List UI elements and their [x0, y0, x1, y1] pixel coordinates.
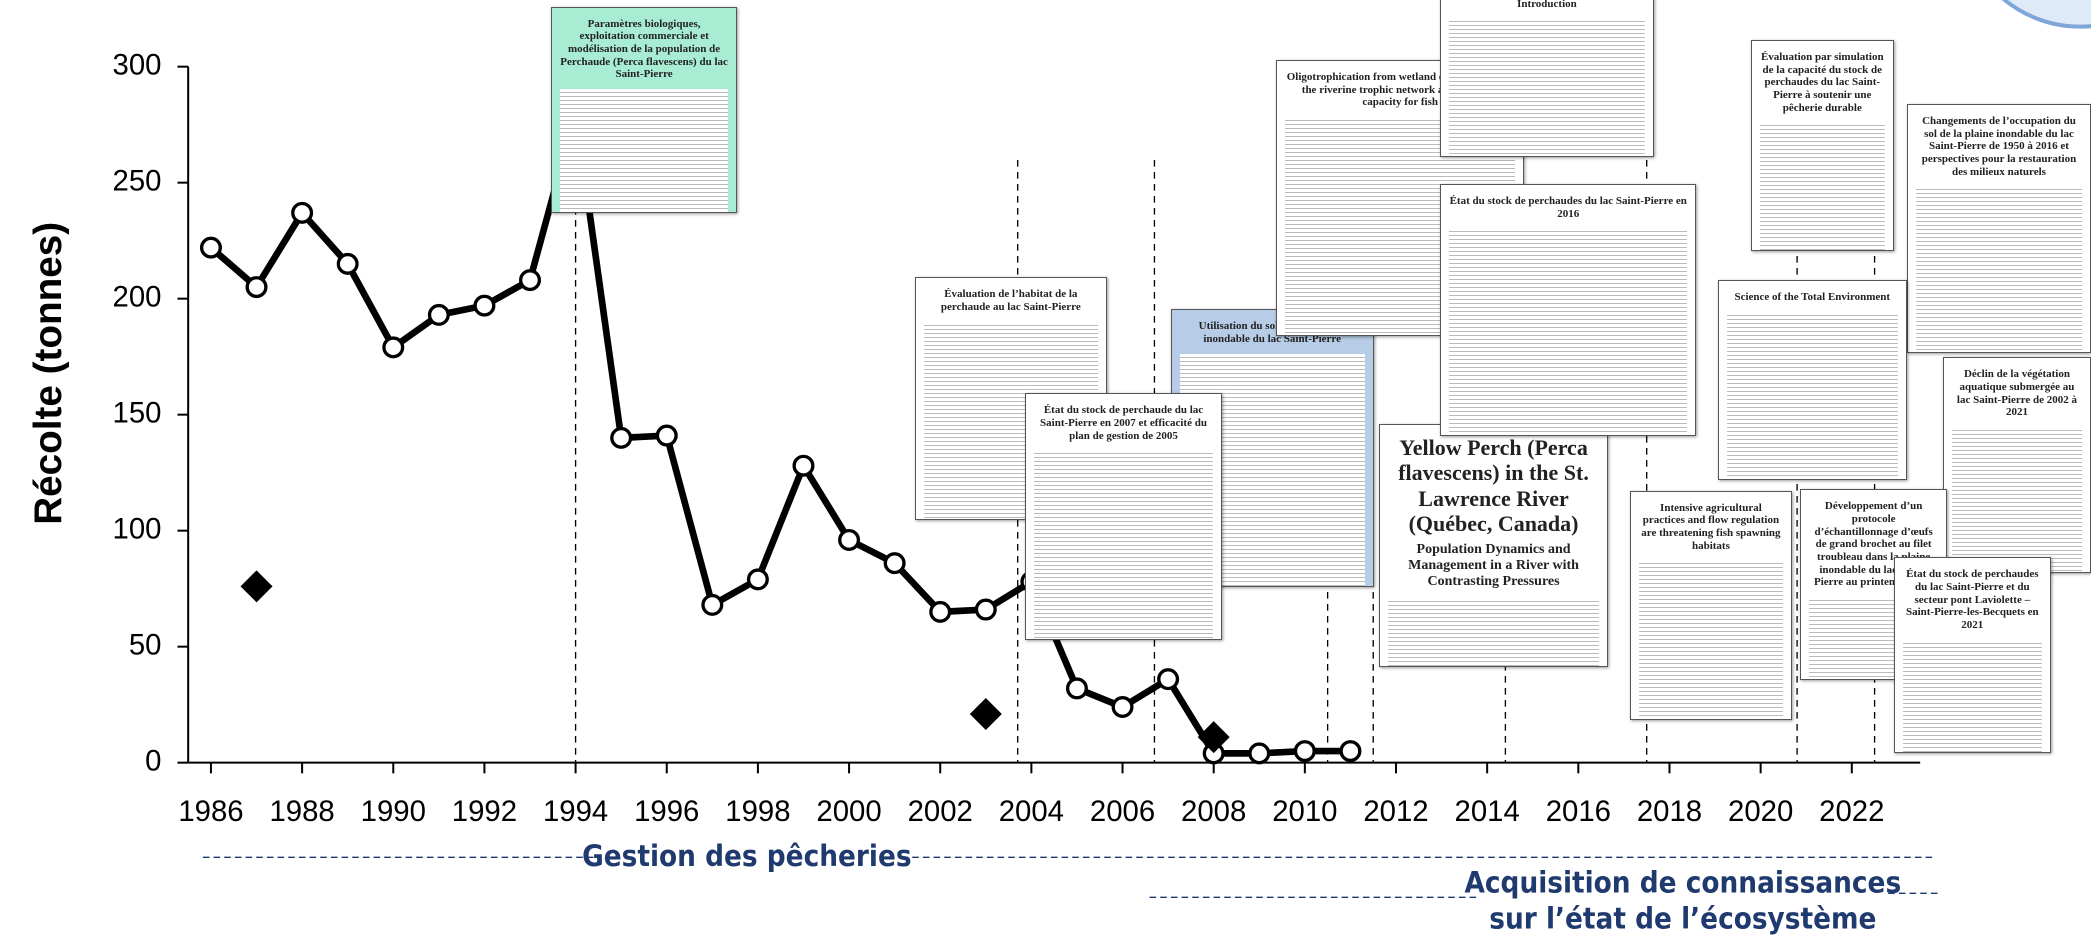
document-text-lines: [1639, 560, 1784, 720]
point: [1341, 742, 1360, 761]
document-thumbnail: Changements de l’occupation du sol de la…: [1907, 104, 2091, 353]
y-tick-label: 0: [145, 744, 161, 777]
document-thumbnail: Yellow Perch (Perca flavescens) in the S…: [1379, 424, 1608, 667]
x-tick-label: 1992: [452, 795, 517, 828]
document-text-lines: [1727, 312, 1898, 480]
page: Récolte (tonnes) Gestion des pêcheries A…: [0, 0, 2091, 942]
document-title: État du stock de perchaude du lac Saint-…: [1034, 404, 1212, 442]
document-title: Évaluation de l’habitat de la perchaude …: [924, 288, 1098, 313]
point: [293, 203, 312, 222]
document-title: État du stock de perchaudes du lac Saint…: [1449, 195, 1687, 220]
point: [384, 338, 403, 357]
x-tick-label: 2000: [816, 795, 881, 828]
y-tick-label: 250: [113, 164, 162, 197]
x-tick-label: 2008: [1181, 795, 1246, 828]
x-tick-label: 2004: [999, 795, 1064, 828]
annotation: Gestion des pêcheries: [582, 839, 911, 873]
document-thumbnail: État du stock de perchaudes du lac Saint…: [1894, 557, 2051, 753]
document-text-lines: [1449, 228, 1687, 436]
point: [976, 600, 995, 619]
x-tick-label: 1996: [634, 795, 699, 828]
y-tick-label: 100: [113, 512, 162, 545]
point: [1068, 679, 1087, 698]
document-text-lines: [1903, 640, 2042, 754]
logo-circle: [1960, 0, 2091, 27]
document-text-lines: [1916, 186, 2082, 353]
document-title: Yellow Perch (Perca flavescens) in the S…: [1388, 435, 1599, 536]
document-title: Introduction: [1449, 0, 1644, 10]
document-thumbnail: Science of the Total Environment: [1718, 280, 1907, 480]
y-tick-label: 200: [113, 280, 162, 313]
document-thumbnail: Introduction: [1440, 0, 1653, 157]
x-tick-label: 1994: [543, 795, 608, 828]
point: [1250, 744, 1269, 763]
x-tick-label: 2012: [1363, 795, 1428, 828]
y-tick-label: 300: [113, 48, 162, 81]
document-text-lines: [1388, 598, 1599, 667]
x-tick-label: 2016: [1546, 795, 1611, 828]
document-thumbnail: État du stock de perchaude du lac Saint-…: [1025, 393, 1221, 640]
document-thumbnail: Paramètres biologiques, exploitation com…: [551, 7, 738, 214]
point: [794, 456, 813, 475]
document-thumbnail: État du stock de perchaudes du lac Saint…: [1440, 184, 1696, 436]
point: [749, 570, 768, 589]
x-tick-label: 1990: [361, 795, 426, 828]
document-title: Paramètres biologiques, exploitation com…: [560, 18, 729, 81]
document-thumbnail: Intensive agricultural practices and flo…: [1630, 491, 1793, 720]
document-title: Évaluation par simulation de la capacité…: [1760, 51, 1885, 114]
x-tick-label: 2022: [1819, 795, 1884, 828]
y-axis-label: Récolte (tonnes): [27, 222, 70, 525]
x-tick-label: 2014: [1455, 795, 1520, 828]
x-tick-label: 2010: [1272, 795, 1337, 828]
y-tick-label: 150: [113, 396, 162, 429]
diamond-marker: [241, 570, 273, 602]
document-text-lines: [1034, 450, 1212, 640]
document-text-lines: [560, 89, 729, 213]
y-tick-label: 50: [129, 628, 162, 661]
document-subtitle: Population Dynamics and Management in a …: [1388, 542, 1599, 590]
point: [202, 238, 221, 257]
point: [521, 271, 540, 290]
document-text-lines: [1449, 18, 1644, 157]
point: [657, 426, 676, 445]
x-tick-label: 1998: [725, 795, 790, 828]
point: [1159, 670, 1178, 689]
annotation: Acquisition de connaissances: [1464, 866, 1901, 900]
x-tick-label: 1988: [269, 795, 334, 828]
document-text-lines: [1952, 427, 2082, 573]
point: [885, 554, 904, 573]
point: [1296, 742, 1315, 761]
point: [931, 603, 950, 622]
point: [703, 596, 722, 615]
point: [475, 296, 494, 315]
x-tick-label: 2002: [908, 795, 973, 828]
document-title: Intensive agricultural practices and flo…: [1639, 502, 1784, 553]
document-text-lines: [1760, 122, 1885, 250]
x-tick-label: 2006: [1090, 795, 1155, 828]
document-thumbnail: Évaluation par simulation de la capacité…: [1751, 40, 1894, 251]
document-title: État du stock de perchaudes du lac Saint…: [1903, 568, 2042, 631]
document-thumbnail: Déclin de la végétation aquatique submer…: [1943, 357, 2091, 573]
diamond-marker: [1198, 721, 1230, 753]
point: [612, 429, 631, 448]
annotation: sur l’état de l’écosystème: [1489, 902, 1876, 936]
x-tick-label: 2018: [1637, 795, 1702, 828]
x-tick-label: 1986: [178, 795, 243, 828]
point: [430, 306, 449, 325]
point: [1113, 698, 1132, 717]
diamond-marker: [970, 698, 1002, 730]
point: [840, 531, 859, 550]
point: [247, 278, 266, 297]
document-title: Déclin de la végétation aquatique submer…: [1952, 368, 2082, 419]
document-title: Science of the Total Environment: [1727, 291, 1898, 304]
point: [338, 255, 357, 274]
document-title: Changements de l’occupation du sol de la…: [1916, 115, 2082, 178]
x-tick-label: 2020: [1728, 795, 1793, 828]
